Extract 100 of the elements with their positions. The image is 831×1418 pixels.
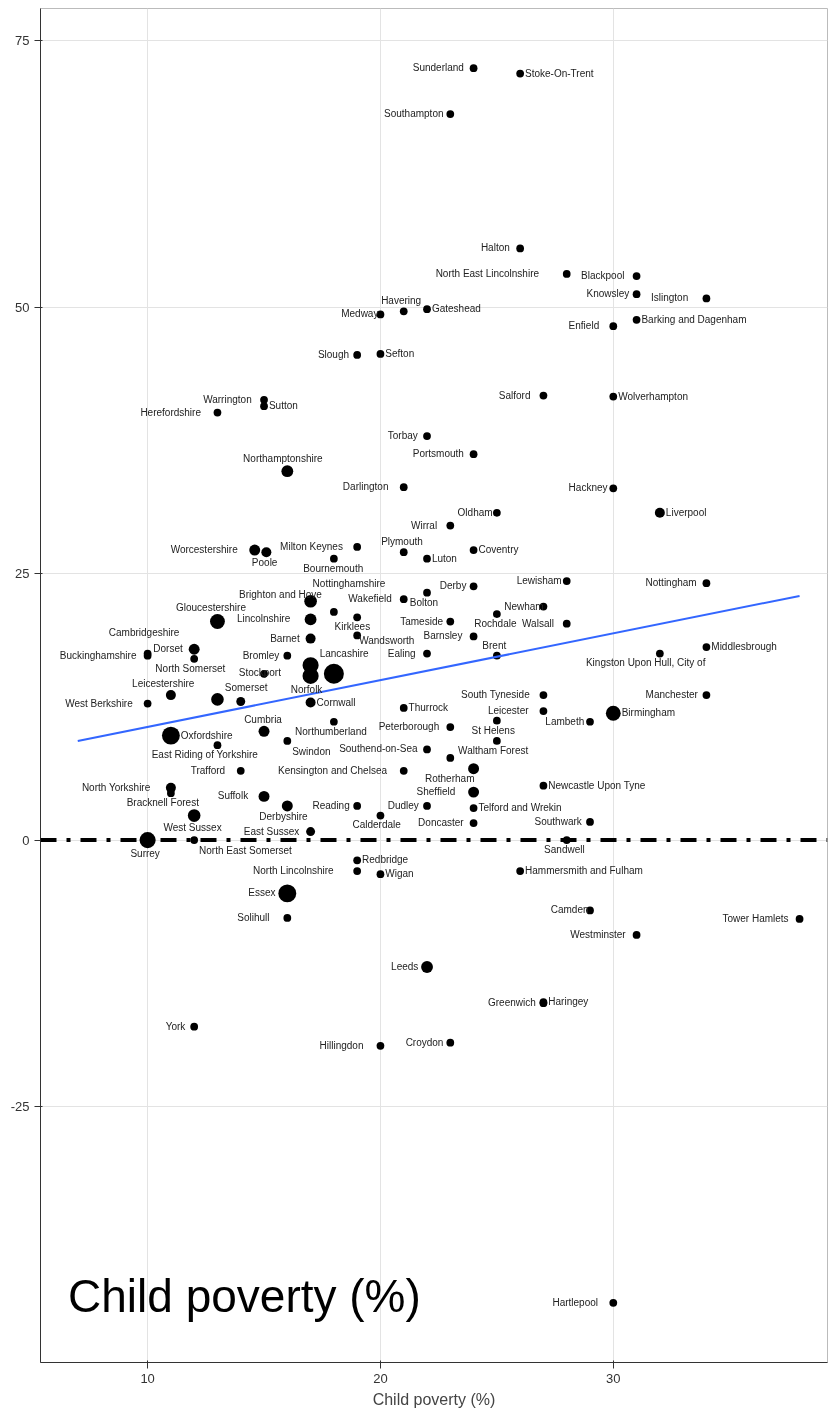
annotation: Westminster [570, 928, 627, 940]
annotation: Leicestershire [132, 678, 195, 690]
annotation: Somerset [224, 682, 268, 694]
annotation: Cornwall [316, 696, 356, 708]
y-tick-label: -25 [10, 1099, 30, 1115]
annotation: Bolton [409, 596, 439, 608]
annotation: Rotherham [425, 772, 475, 784]
annotation: Leeds [391, 960, 419, 972]
annotation: Poole [251, 557, 278, 569]
annotation: York [165, 1020, 187, 1032]
annotation: Barnsley [423, 630, 463, 642]
annotation: Luton [431, 552, 457, 564]
annotation: Kirklees [334, 621, 371, 633]
annotation: Leicester [487, 705, 530, 717]
annotation: Dorset [153, 643, 183, 655]
annotation: Darlington [342, 481, 389, 493]
annotation: Halton [480, 242, 510, 254]
annotation: Manchester [645, 689, 699, 701]
annotation: Walsall [522, 617, 554, 629]
annotation: Essex [248, 887, 276, 899]
annotation: Southend-on-Sea [339, 743, 418, 755]
y-tick-label: 25 [15, 566, 30, 582]
annotation: Hartlepool [552, 1296, 599, 1308]
annotation: Derby [439, 580, 467, 592]
annotation: Slough [317, 349, 350, 360]
annotation: North East Somerset [199, 845, 293, 857]
annotation: North East Lincolnshire [435, 267, 540, 279]
annotation: Reading [312, 799, 350, 811]
annotation: West Sussex [163, 821, 222, 833]
annotation: Wolverhampton [618, 390, 689, 402]
annotation: Gloucestershire [175, 602, 247, 614]
annotation: East Sussex [243, 825, 300, 837]
annotation: Sunderland [412, 62, 464, 74]
annotation: St Helens [471, 724, 515, 736]
annotation: Middlesbrough [711, 641, 777, 653]
annotation: Greenwich [487, 997, 536, 1009]
annotation: Tower Hamlets [722, 912, 789, 924]
y-tick-label: 75 [15, 32, 30, 48]
annotation: Northamptonshire [243, 453, 324, 465]
annotation: Southampton [384, 108, 444, 120]
annotation: Waltham Forest [458, 744, 529, 756]
annotation: Gateshead [431, 303, 481, 315]
x-tick-label: 20 [373, 1370, 388, 1386]
annotation: Enfield [568, 320, 600, 332]
annotation: Rochdale [474, 617, 517, 629]
annotation: Buckinghamshire [59, 649, 137, 661]
annotation: Lambeth [545, 715, 585, 727]
annotation: East Riding of Yorkshire [151, 749, 259, 761]
annotation: Tameside [400, 615, 444, 627]
annotation: Brent [482, 639, 507, 651]
annotation: Milton Keynes [280, 540, 343, 552]
annotation: Suffolk [217, 790, 250, 802]
annotation: Redbridge [362, 854, 409, 866]
annotation: Newcastle Upon Tyne [548, 779, 646, 791]
annotation: Sheffield [416, 786, 456, 798]
annotation: Cumbria [244, 713, 283, 725]
annotation: Wirral [411, 519, 438, 531]
annotation: Peterborough [378, 721, 440, 733]
annotation: Sutton [268, 400, 298, 412]
annotation: Oxfordshire [180, 729, 233, 741]
annotation: Norfolk [290, 683, 324, 695]
x-axis-title: Child poverty (%) [372, 1390, 496, 1408]
annotation: Swindon [292, 745, 331, 757]
annotation: Nottinghamshire [312, 578, 386, 590]
annotation: Sefton [385, 347, 415, 359]
annotation: Bournemouth [303, 562, 364, 574]
annotation: Barking and Dagenham [641, 313, 747, 325]
annotation: Knowsley [586, 288, 630, 300]
annotation: Southwark [534, 815, 583, 827]
annotation: Plymouth [381, 536, 423, 548]
annotation: Hillingdon [319, 1039, 364, 1051]
annotation: Herefordshire [140, 406, 202, 418]
annotation: Bracknell Forest [126, 797, 200, 809]
annotation: Croydon [405, 1036, 444, 1048]
annotation: West Berkshire [65, 697, 134, 709]
annotation: Telford and Wrekin [478, 802, 562, 814]
annotation: Salford [498, 389, 531, 401]
annotation: Hammersmith and Fulham [525, 865, 643, 877]
annotation: Wandsworth [359, 635, 415, 647]
annotation: Liverpool [665, 506, 707, 518]
annotation: Hackney [568, 482, 608, 494]
annotation: Haringey [548, 996, 589, 1008]
annotation: Wakefield [348, 593, 392, 605]
annotation: Solihull [237, 911, 270, 923]
annotation: Bromley [242, 649, 280, 661]
annotation: Blackpool [581, 270, 625, 282]
annotation: Kensington and Chelsea [278, 764, 388, 776]
annotation: Dudley [387, 799, 419, 811]
annotation: Lewisham [516, 575, 562, 587]
annotation: Birmingham [621, 707, 676, 719]
annotation: Oldham [457, 506, 493, 518]
annotation: Worcestershire [170, 544, 239, 556]
annotation: Northumberland [295, 725, 367, 737]
annotation: Kingston Upon Hull, City of [585, 657, 706, 669]
annotation: Trafford [190, 764, 226, 776]
annotation: Lincolnshire [236, 613, 291, 625]
annotation: Torbay [387, 430, 418, 442]
annotation: Havering [381, 295, 422, 307]
annotation: Islington [650, 292, 689, 304]
annotation: Nottingham [645, 577, 697, 589]
